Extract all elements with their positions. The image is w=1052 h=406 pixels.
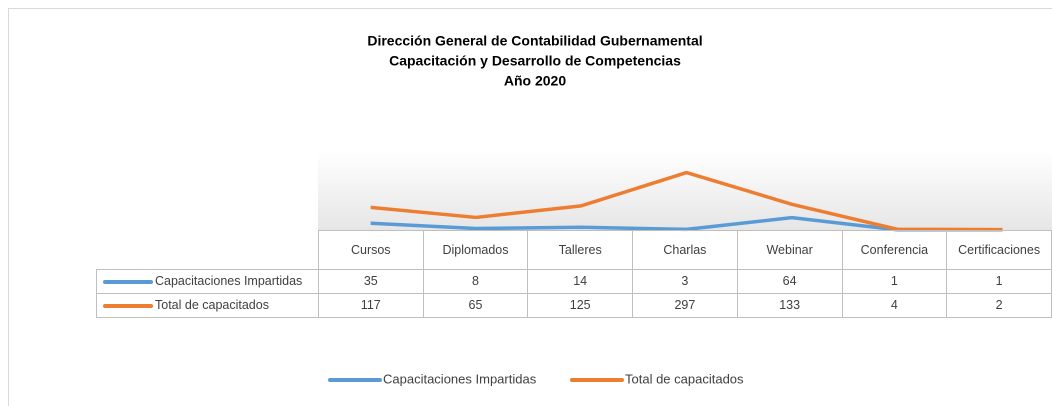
value-cell: 35	[317, 269, 424, 294]
legend-label: Capacitaciones Impartidas	[383, 371, 537, 386]
series-cell: Capacitaciones Impartidas	[96, 269, 319, 294]
category-label: Cursos	[317, 230, 424, 270]
value-cell: 3	[632, 269, 738, 294]
value-cell: 14	[527, 269, 634, 294]
category-label: Certificaciones	[946, 230, 1052, 270]
category-label: Conferencia	[841, 230, 948, 270]
category-label: Charlas	[632, 230, 738, 270]
value-cell: 297	[632, 293, 738, 318]
value-cell: 125	[527, 293, 634, 318]
value-cell: 117	[317, 293, 424, 318]
chart-title: Capacitación y Desarrollo de Competencia…	[389, 53, 681, 69]
value-cell: 133	[736, 293, 843, 318]
series-name: Capacitaciones Impartidas	[155, 274, 303, 288]
value-cell: 8	[422, 269, 529, 294]
chart-title: Año 2020	[504, 73, 566, 89]
series-line	[370, 170, 1003, 232]
header-row: Cursos Diplomados Talleres Charlas Webinar Co…	[96, 230, 1052, 270]
legend-label: Total de capacitados	[625, 371, 744, 386]
value-cell: 2	[946, 293, 1052, 318]
category-label: Talleres	[527, 230, 634, 270]
data-row: Capacitaciones Impartidas 35 8 14 3 64 1 1	[96, 269, 1052, 294]
legend-swatch	[103, 279, 153, 284]
value-cell: 1	[946, 269, 1052, 294]
category-label: Diplomados	[422, 230, 529, 270]
value-cell: 64	[736, 269, 843, 294]
data-row: Total de capacitados 117 65 125 297 133 4 2	[96, 293, 1052, 318]
series-name: Total de capacitados	[155, 298, 269, 312]
value-cell: 4	[841, 293, 948, 318]
chart-frame	[8, 8, 1052, 406]
value-cell: 65	[422, 293, 529, 318]
data-table: Cursos Diplomados Talleres Charlas Webinar Co…	[96, 230, 1052, 318]
legend-swatch	[103, 303, 153, 308]
value-cell: 1	[841, 269, 948, 294]
series-cell: Total de capacitados	[96, 293, 319, 318]
category-label: Webinar	[736, 230, 843, 270]
plot-area	[318, 150, 1052, 230]
corner	[96, 230, 319, 270]
chart-title: Dirección General de Contabilidad Gubern…	[367, 33, 702, 49]
